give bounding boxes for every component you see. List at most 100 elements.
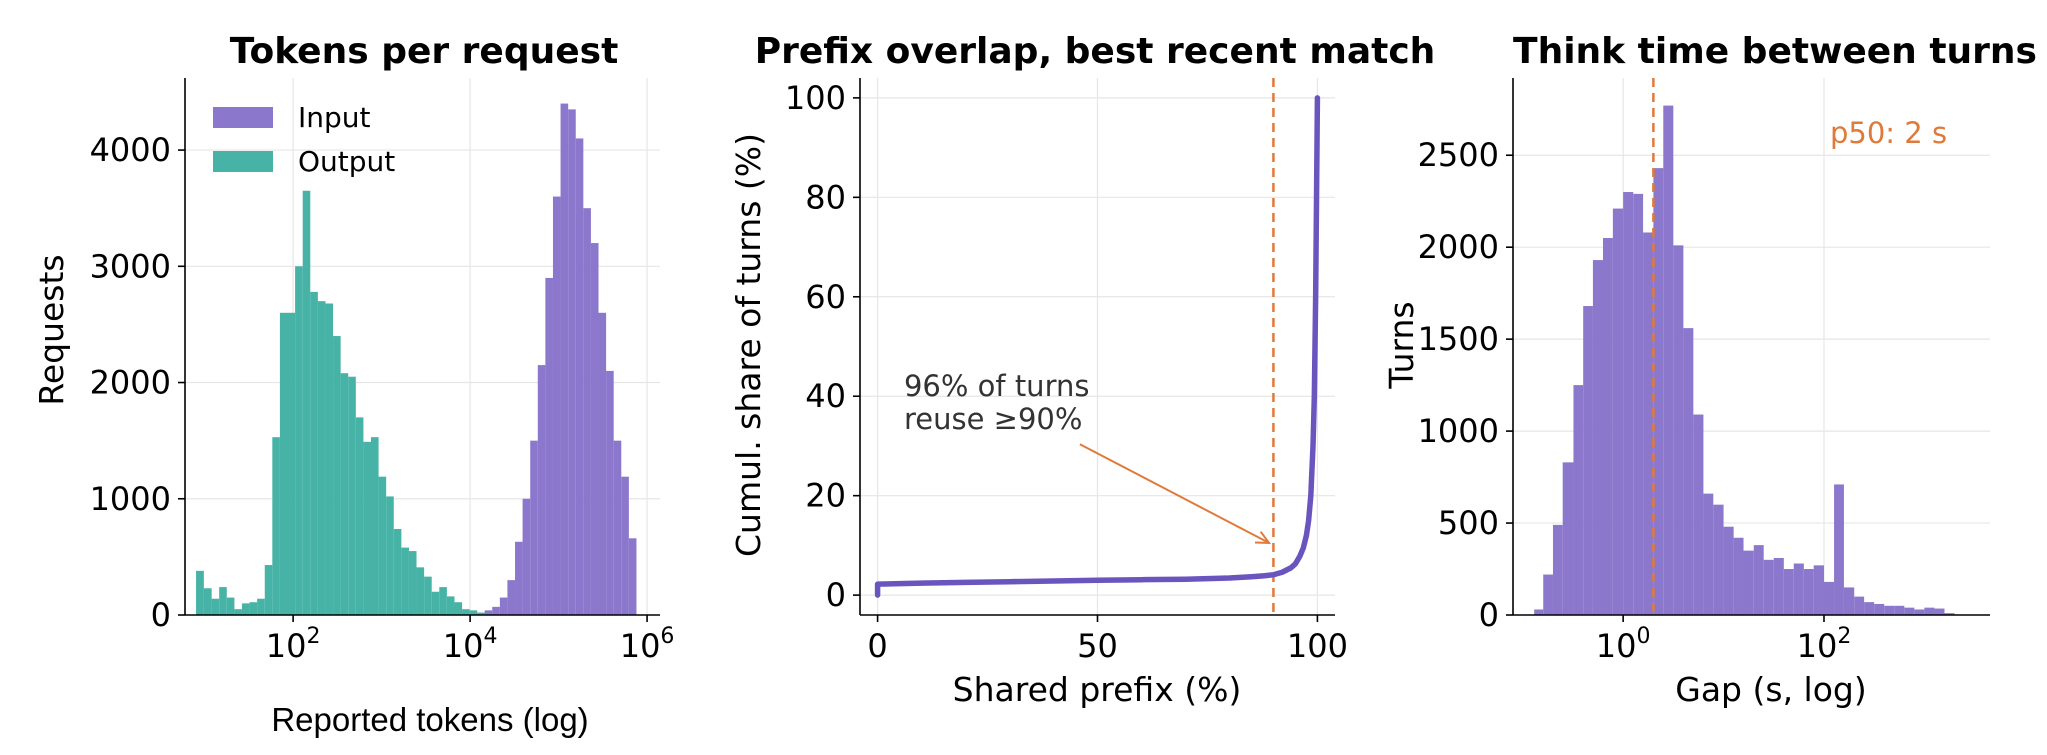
bar-gap-16 <box>1693 414 1704 615</box>
bar-output-21 <box>355 417 364 615</box>
panel-tokens: Tokens per request 0 1000 2000 3000 4000 102 1… <box>32 31 674 738</box>
bar-input-11 <box>560 103 569 616</box>
ytick-label-3: 3000 <box>90 247 171 285</box>
bar-gap-22 <box>1753 545 1764 615</box>
ytick-label-0: 0 <box>1479 596 1499 634</box>
bar-output-9 <box>264 565 273 615</box>
annotation-arrowhead <box>1254 531 1272 544</box>
y-axis-label-think-time: Turns <box>1382 301 1421 389</box>
ytick-label-3: 1500 <box>1418 320 1499 358</box>
bar-output-22 <box>363 441 371 615</box>
ytick-label-2: 2000 <box>90 364 171 402</box>
legend-label-output: Output <box>298 145 395 178</box>
xtick-label-0: 100 <box>1596 624 1651 665</box>
bar-gap-10 <box>1633 193 1644 615</box>
bar-gap-39 <box>1924 607 1935 615</box>
median-label-think-time: p50: 2 s <box>1830 116 1947 150</box>
xtick-label-0: 102 <box>266 624 321 665</box>
bar-output-3 <box>219 587 227 615</box>
bar-gap-12 <box>1653 168 1664 615</box>
chart-title-prefix: Prefix overlap, best recent match <box>755 31 1436 72</box>
ytick-label-4: 2000 <box>1418 228 1499 266</box>
ytick-label-1: 20 <box>805 477 846 515</box>
bar-output-1 <box>203 588 212 615</box>
bar-gap-24 <box>1773 557 1784 615</box>
annotation-line-2: reuse ≥90% <box>904 402 1082 436</box>
bar-output-17 <box>325 303 334 615</box>
bar-gap-8 <box>1612 208 1624 616</box>
legend-tokens: Input Output <box>213 101 395 178</box>
bar-output-10 <box>272 437 280 615</box>
bar-input-15 <box>590 243 599 615</box>
bar-gap-2 <box>1552 524 1563 615</box>
bar-gap-37 <box>1904 607 1915 615</box>
legend-swatch-input <box>213 107 273 128</box>
bar-output-5 <box>234 609 242 615</box>
bar-gap-35 <box>1884 605 1895 615</box>
bar-gap-41 <box>1944 613 1955 615</box>
bar-input-17 <box>606 370 614 615</box>
bar-gap-26 <box>1793 563 1804 615</box>
bar-gap-7 <box>1603 237 1613 615</box>
legend-swatch-output <box>213 151 273 172</box>
bar-gap-23 <box>1763 559 1774 615</box>
bar-gap-25 <box>1783 569 1794 615</box>
panel-prefix: Prefix overlap, best recent match 0 20 40 6… <box>729 31 1435 709</box>
bar-gap-20 <box>1733 537 1744 615</box>
bar-gap-1 <box>1543 574 1553 615</box>
bar-output-26 <box>393 528 402 615</box>
bar-gap-38 <box>1914 609 1925 615</box>
bar-input-18 <box>613 440 622 615</box>
ytick-label-5: 100 <box>785 79 846 117</box>
bar-gap-6 <box>1592 260 1604 615</box>
bar-input-3 <box>499 597 508 615</box>
ytick-label-1: 1000 <box>90 480 171 518</box>
bar-output-2 <box>211 598 220 615</box>
bar-output-29 <box>416 567 425 615</box>
bar-gap-0 <box>1534 609 1544 615</box>
ytick-label-3: 60 <box>805 278 846 316</box>
bar-output-6 <box>241 603 250 615</box>
bar-output-37 <box>477 612 485 615</box>
bar-output-4 <box>226 597 235 615</box>
legend-label-input: Input <box>298 101 371 134</box>
bar-input-16 <box>598 312 607 615</box>
bar-output-7 <box>249 602 258 615</box>
bar-gap-32 <box>1854 596 1865 615</box>
bar-input-6 <box>522 498 531 615</box>
x-axis-label-tokens: Reported tokens (log) <box>271 701 588 738</box>
bar-output-24 <box>378 476 387 615</box>
bar-gap-19 <box>1723 526 1734 615</box>
bar-output-12 <box>287 312 296 615</box>
ticks-tokens: 0 1000 2000 3000 4000 102 104 106 <box>90 131 675 665</box>
bar-input-7 <box>530 440 538 615</box>
ytick-label-2: 40 <box>805 377 846 415</box>
bar-gap-9 <box>1623 192 1634 615</box>
grid-prefix <box>860 78 1335 615</box>
chart-title-tokens: Tokens per request <box>230 31 619 72</box>
bar-output-0 <box>196 570 204 615</box>
bar-input-14 <box>583 208 591 615</box>
bar-gap-15 <box>1683 328 1694 615</box>
bar-input-19 <box>621 476 629 615</box>
bar-gap-28 <box>1813 565 1824 615</box>
bar-output-36 <box>469 610 478 615</box>
xtick-label-2: 100 <box>1287 627 1348 665</box>
bar-gap-29 <box>1823 581 1835 615</box>
ytick-label-5: 2500 <box>1418 136 1499 174</box>
ticks-think-time: 0 500 1000 1500 2000 2500 100 102 <box>1418 136 1852 665</box>
xtick-label-1: 50 <box>1077 627 1118 665</box>
bar-gap-5 <box>1583 306 1593 615</box>
bar-output-16 <box>317 301 326 615</box>
bar-gap-13 <box>1663 105 1674 615</box>
bar-gap-33 <box>1864 602 1875 615</box>
bar-output-20 <box>348 376 356 615</box>
ticks-prefix: 0 20 40 60 80 100 0 50 100 <box>785 79 1348 665</box>
annotation-line-1: 96% of turns <box>904 369 1089 403</box>
bar-gap-36 <box>1894 605 1905 615</box>
bar-output-15 <box>310 291 318 615</box>
chart-title-think-time: Think time between turns <box>1513 31 2037 72</box>
axes-tokens <box>184 78 660 616</box>
bar-input-12 <box>568 109 576 615</box>
bar-output-27 <box>401 547 409 615</box>
